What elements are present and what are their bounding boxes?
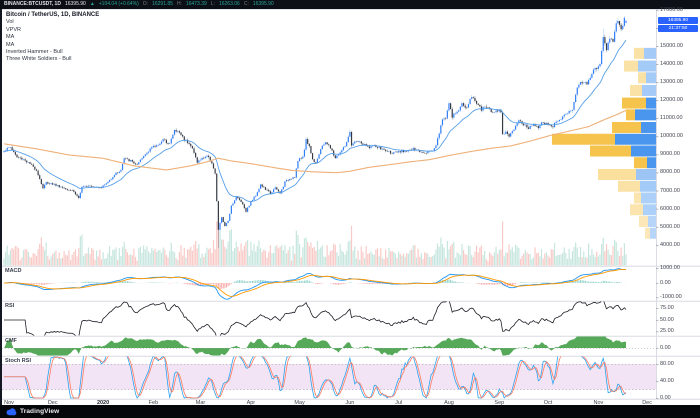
last-price: 16395.90 [64,1,86,7]
low-label: L: [210,1,215,7]
bottom-brand-bar: TradingView [0,405,700,418]
tradingview-logo-text[interactable]: TradingView [20,408,60,415]
tradingview-cloud-icon [6,407,17,415]
open-label: O: [142,1,149,7]
price-change: +104.04 (+0.64%) [98,1,139,7]
symbol-info-bar: BINANCE:BTCUSDT, 1D 16395.90 ▲ +104.04 (… [0,0,700,9]
close-value: 16395.90 [252,1,274,7]
price-scale[interactable] [656,9,700,399]
high-value: 16473.39 [185,1,207,7]
high-label: H: [176,1,182,7]
current-price-badge: 16395.90 [658,17,698,25]
direction-arrow-icon: ▲ [89,1,95,7]
open-value: 16291.85 [152,1,173,7]
symbol-name[interactable]: BINANCE:BTCUSDT, 1D [4,1,61,7]
low-value: 16263.06 [218,1,240,7]
bar-countdown-badge: 21:37:50 [658,24,698,32]
chart-left-border [0,9,2,405]
close-label: C: [243,1,249,7]
